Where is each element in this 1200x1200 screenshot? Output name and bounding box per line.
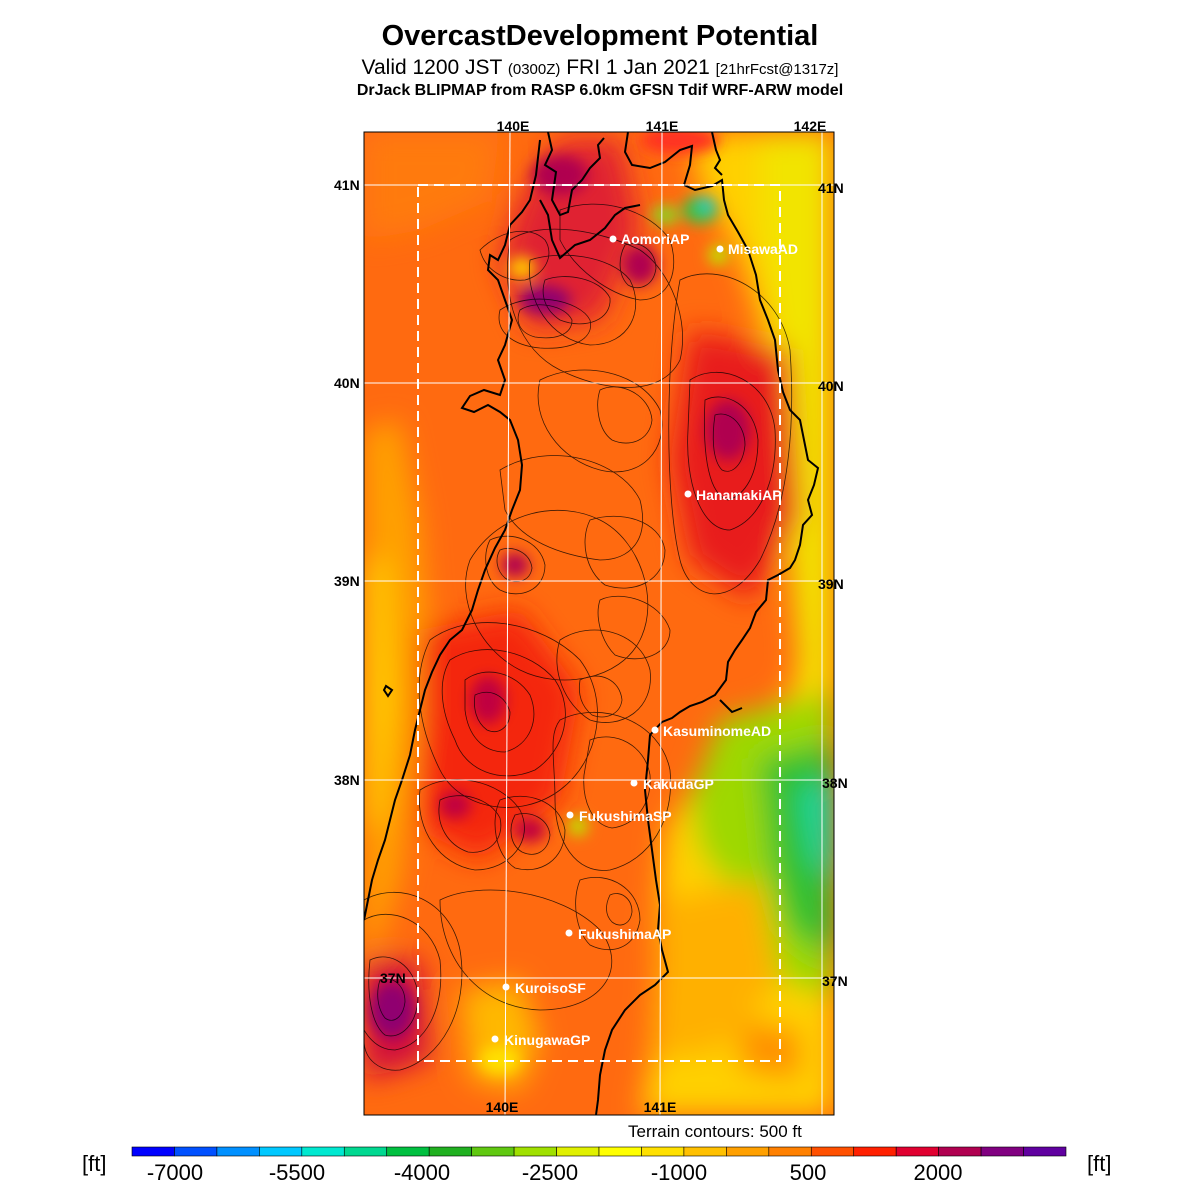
colorbar-swatch [641,1146,685,1157]
colorbar-tick-label: -7000 [147,1160,203,1185]
station-dot [630,779,638,787]
colorbar-tick-label: 2000 [914,1160,963,1185]
valid-time-line: Valid 1200 JST (0300Z) FRI 1 Jan 2021 [2… [0,56,1200,80]
station-label-aomori: AomoriAP [621,231,689,247]
lat-label-right: 40N [818,378,844,394]
station-dot [491,1035,499,1043]
valid-zulu: (0300Z) [507,61,561,78]
station-label-kakuda: KakudaGP [643,776,714,792]
colorbar-tick-label: -4000 [394,1160,450,1185]
station-label-fukushima-sp: FukushimaSP [579,808,672,824]
station-label-kasuminome: KasuminomeAD [663,723,771,739]
lat-label-left: 38N [334,772,360,788]
terrain-contour-note: Terrain contours: 500 ft [628,1122,802,1141]
map-frame [363,131,835,1116]
colorbar-swatch [895,1146,939,1157]
colorbar-swatch [980,1146,1024,1157]
colorbar-swatch [853,1146,897,1157]
station-label-kuroiso: KuroisoSF [515,980,586,996]
colorbar-swatch [259,1146,303,1157]
lat-label-right: 37N [822,973,848,989]
station-dot [684,490,692,498]
station-markers: AomoriAP MisawaAD HanamakiAP KasuminomeA… [491,231,798,1048]
colorbar-swatch [726,1146,770,1157]
terrain-contours [364,203,793,1071]
colorbar-swatch [1023,1146,1067,1157]
forecast-info: [21hrFcst@1317z] [715,61,839,78]
colorbar [131,1146,1067,1157]
lon-label-top: 141E [646,118,679,134]
colorbar-swatch [343,1146,388,1157]
colorbar-unit-right: [ft] [1087,1151,1111,1176]
colorbar-swatch [810,1146,855,1157]
station-dot [651,726,659,734]
model-subtitle: DrJack BLIPMAP from RASP 6.0km GFSN Tdif… [356,82,844,99]
colorbar-swatch [556,1146,600,1157]
overcast-field [364,132,834,1115]
colorbar-swatch [598,1146,642,1157]
lon-label-bottom: 141E [644,1099,677,1115]
colorbar-tick-label: -1000 [651,1160,707,1185]
colorbar-tick-label: -2500 [522,1160,578,1185]
station-dot [566,811,574,819]
colorbar-swatch [428,1146,472,1157]
colorbar-tick-label: -5500 [269,1160,325,1185]
lat-label-right: 38N [822,775,848,791]
colorbar-swatch [768,1146,812,1157]
colorbar-unit-left: [ft] [82,1151,106,1176]
valid-prefix: Valid 1200 JST [361,56,503,79]
station-dot [609,235,617,243]
colorbar-swatch [174,1146,218,1157]
inner-domain-boundary [417,184,781,1062]
colorbar-tick-label: 500 [790,1160,827,1185]
colorbar-swatch [683,1146,727,1157]
map-title: OvercastDevelopment Potential [381,20,819,52]
valid-date: FRI 1 Jan 2021 [566,56,710,79]
station-label-fukushima-ap: FukushimaAP [578,926,671,942]
lat-label-left: 41N [334,177,360,193]
colorbar-swatch [216,1146,260,1157]
station-label-hanamaki: HanamakiAP [696,487,782,503]
station-label-misawa: MisawaAD [728,241,798,257]
colorbar-swatch [938,1146,982,1157]
colorbar-swatch [386,1146,430,1157]
station-dot [565,929,573,937]
graticule [364,131,834,1116]
lat-label-right: 39N [818,576,844,592]
lon-label-top: 140E [497,118,530,134]
lon-label-bottom: 140E [486,1099,519,1115]
colorbar-swatch [513,1146,557,1157]
colorbar-swatch [301,1146,345,1157]
lon-label-top: 142E [794,118,827,134]
station-dot [716,245,724,253]
lat-label-left: 39N [334,573,360,589]
lat-label-left: 40N [334,375,360,391]
lat-label-left: 37N [380,970,406,986]
station-label-kinugawa: KinugawaGP [504,1032,590,1048]
colorbar-swatch [131,1146,175,1157]
lat-label-right: 41N [818,180,844,196]
colorbar-swatch [471,1146,515,1157]
station-dot [502,983,510,991]
